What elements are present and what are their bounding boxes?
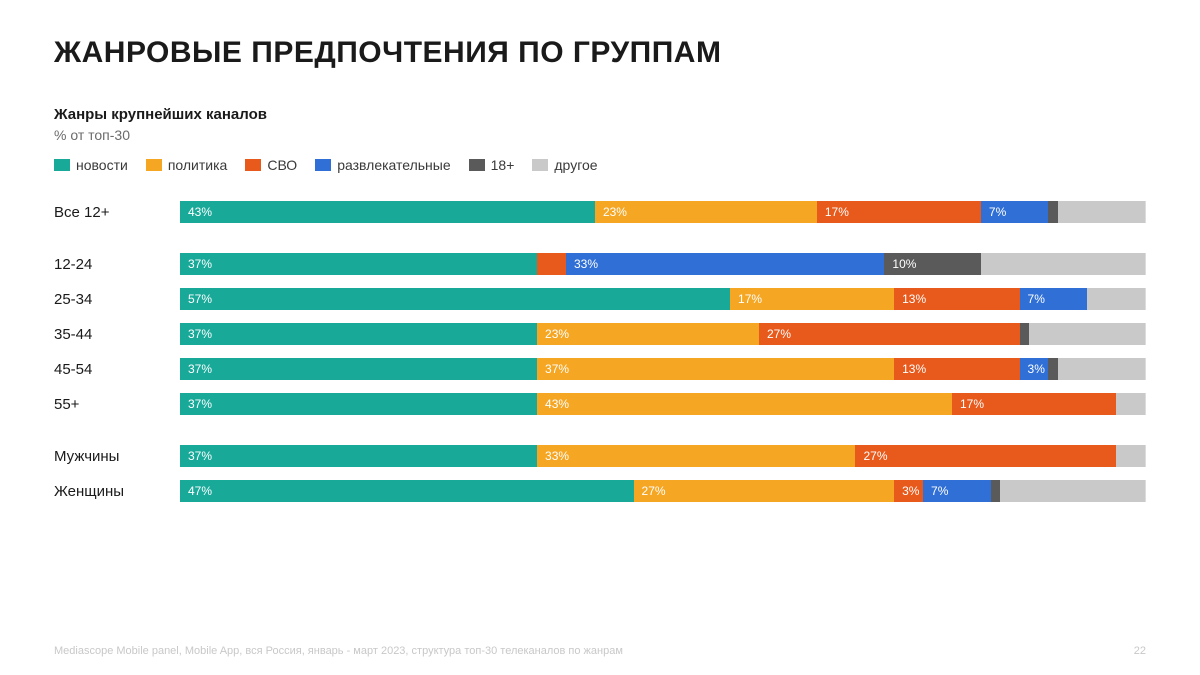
bar-segment-pol: 27% (634, 480, 895, 502)
category-label: Мужчины (54, 448, 180, 465)
bar-segment-ent: 7% (981, 201, 1049, 223)
legend-item: политика (146, 157, 228, 173)
chart-row: 55+37%43%17% (54, 391, 1146, 417)
bar-segment-svo: 27% (855, 445, 1116, 467)
chart-subtitle: Жанры крупнейших каналов (54, 106, 1146, 123)
footer-note: Mediascope Mobile panel, Mobile App, вся… (54, 645, 623, 657)
legend-item: новости (54, 157, 128, 173)
bar-segment-svo: 17% (817, 201, 981, 223)
page-number: 22 (1134, 645, 1146, 657)
footer: Mediascope Mobile panel, Mobile App, вся… (54, 645, 1146, 657)
legend-label: другое (554, 157, 597, 173)
legend-swatch (532, 159, 548, 171)
bar-segment-svo: 17% (952, 393, 1116, 415)
bar-segment-adult (1048, 201, 1058, 223)
legend-item: другое (532, 157, 597, 173)
chart-row: 12-2437% 33%10% (54, 251, 1146, 277)
legend-item: 18+ (469, 157, 515, 173)
stacked-bar: 37%43%17% (180, 393, 1146, 415)
legend-swatch (469, 159, 485, 171)
bar-segment-adult: 10% (884, 253, 981, 275)
bar-segment-other (1116, 445, 1145, 467)
bar-segment-svo (537, 253, 566, 275)
bar-segment-other (1058, 358, 1145, 380)
bar-segment-adult (1048, 358, 1058, 380)
bar-segment-news: 37% (180, 253, 537, 275)
legend-item: развлекательные (315, 157, 450, 173)
bar-segment-pol: 43% (537, 393, 952, 415)
bar-segment-pol: 33% (537, 445, 855, 467)
legend-label: новости (76, 157, 128, 173)
category-label: Женщины (54, 483, 180, 500)
bar-segment-pol: 37% (537, 358, 894, 380)
category-label: 55+ (54, 396, 180, 413)
legend-label: СВО (267, 157, 297, 173)
legend-swatch (245, 159, 261, 171)
category-label: 25-34 (54, 291, 180, 308)
chart-row: Мужчины37%33%27% (54, 443, 1146, 469)
bar-segment-svo: 13% (894, 358, 1019, 380)
category-label: 35-44 (54, 326, 180, 343)
legend-item: СВО (245, 157, 297, 173)
chart-row: Женщины47%27%3%7% (54, 478, 1146, 504)
bar-segment-news: 43% (180, 201, 595, 223)
legend-swatch (146, 159, 162, 171)
stacked-bar: 37%33%27% (180, 445, 1146, 467)
bar-segment-ent: 33% (566, 253, 884, 275)
slide: ЖАНРОВЫЕ ПРЕДПОЧТЕНИЯ ПО ГРУППАМ Жанры к… (0, 0, 1200, 675)
bar-segment-news: 57% (180, 288, 730, 310)
bar-segment-news: 37% (180, 358, 537, 380)
stacked-bar: 57%17%13%7% (180, 288, 1146, 310)
bar-segment-pol: 17% (730, 288, 894, 310)
legend-label: политика (168, 157, 228, 173)
bar-segment-ent: 7% (923, 480, 991, 502)
chart-row: 25-3457%17%13%7% (54, 286, 1146, 312)
legend-swatch (54, 159, 70, 171)
bar-segment-svo: 27% (759, 323, 1020, 345)
bar-segment-adult (1020, 323, 1030, 345)
chart-row: Все 12+43%23%17%7% (54, 199, 1146, 225)
chart-row: 35-4437%23%27% (54, 321, 1146, 347)
bar-segment-other (1116, 393, 1145, 415)
chart-row: 45-5437%37%13%3% (54, 356, 1146, 382)
bar-segment-other (1087, 288, 1145, 310)
bar-segment-pol: 23% (537, 323, 759, 345)
legend-label: развлекательные (337, 157, 450, 173)
bar-segment-pol: 23% (595, 201, 817, 223)
chart-subtitle-2: % от топ-30 (54, 127, 1146, 143)
stacked-bar: 47%27%3%7% (180, 480, 1146, 502)
bar-segment-ent: 7% (1020, 288, 1088, 310)
bar-segment-adult (991, 480, 1001, 502)
stacked-bar-chart: Все 12+43%23%17%7%12-2437%33%10%25-3457%… (54, 199, 1146, 504)
bar-segment-ent: 3% (1020, 358, 1049, 380)
page-title: ЖАНРОВЫЕ ПРЕДПОЧТЕНИЯ ПО ГРУППАМ (54, 36, 1146, 70)
bar-segment-news: 47% (180, 480, 634, 502)
stacked-bar: 37%23%27% (180, 323, 1146, 345)
bar-segment-other (1000, 480, 1145, 502)
legend: новости политика СВО развлекательные 18+ друг… (54, 157, 1146, 173)
bar-segment-other (1029, 323, 1145, 345)
bar-segment-other (981, 253, 1145, 275)
category-label: Все 12+ (54, 204, 180, 221)
bar-segment-news: 37% (180, 393, 537, 415)
stacked-bar: 43%23%17%7% (180, 201, 1146, 223)
legend-swatch (315, 159, 331, 171)
bar-segment-news: 37% (180, 323, 537, 345)
stacked-bar: 37%37%13%3% (180, 358, 1146, 380)
category-label: 12-24 (54, 256, 180, 273)
stacked-bar: 37% 33%10% (180, 253, 1146, 275)
legend-label: 18+ (491, 157, 515, 173)
bar-segment-svo: 13% (894, 288, 1019, 310)
bar-segment-other (1058, 201, 1145, 223)
bar-segment-news: 37% (180, 445, 537, 467)
bar-segment-svo: 3% (894, 480, 923, 502)
category-label: 45-54 (54, 361, 180, 378)
